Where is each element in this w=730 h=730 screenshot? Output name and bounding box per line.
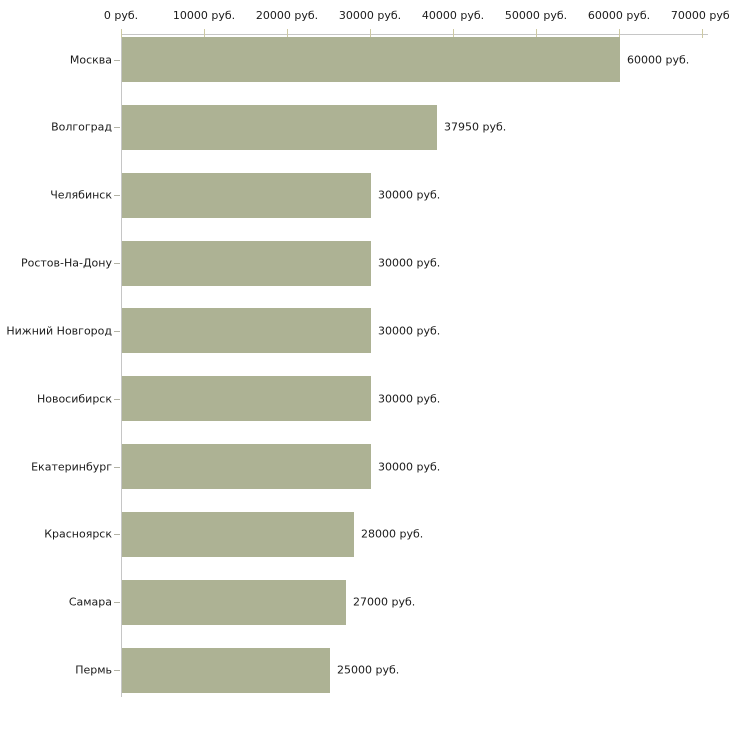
x-axis-tick [370,29,371,38]
x-axis-line [121,34,708,35]
x-axis-tick-label: 40000 руб. [421,9,485,22]
category-label: Пермь [75,663,112,677]
y-axis-tick [114,602,120,603]
bar [122,444,371,489]
x-axis-tick-label: 60000 руб. [587,9,651,22]
x-axis-tick [121,29,122,38]
category-label: Челябинск [50,188,112,202]
value-label: 37950 руб. [444,120,507,134]
category-label: Новосибирск [36,392,112,406]
bar [122,580,346,625]
x-axis-tick-label: 10000 руб. [172,9,236,22]
x-axis-tick-label: 30000 руб. [338,9,402,22]
bar [122,241,371,286]
bar [122,173,371,218]
bar [122,308,371,353]
bar [122,648,330,693]
x-axis-tick [204,29,205,38]
y-axis-tick [114,60,120,61]
y-axis-tick [114,467,120,468]
category-label: Красноярск [44,527,112,541]
y-axis-tick [114,263,120,264]
value-label: 25000 руб. [337,663,400,677]
bar [122,37,620,82]
value-label: 27000 руб. [353,595,416,609]
category-label: Волгоград [51,120,112,134]
y-axis-tick [114,331,120,332]
category-label: Нижний Новгород [6,324,112,338]
y-axis-tick [114,195,120,196]
value-label: 30000 руб. [378,460,441,474]
x-axis-tick [287,29,288,38]
value-label: 30000 руб. [378,256,441,270]
y-axis-tick [114,399,120,400]
x-axis-tick-label: 70000 руб. [670,9,730,22]
x-axis-tick-label: 20000 руб. [255,9,319,22]
category-label: Москва [69,53,112,67]
category-label: Екатеринбург [31,460,112,474]
bar [122,105,437,150]
x-axis-tick [536,29,537,38]
y-axis-tick [114,127,120,128]
x-axis-tick-label: 50000 руб. [504,9,568,22]
bar [122,512,354,557]
x-axis-tick [453,29,454,38]
x-axis-tick [702,29,703,38]
value-label: 30000 руб. [378,392,441,406]
value-label: 30000 руб. [378,188,441,202]
value-label: 28000 руб. [361,527,424,541]
x-axis-tick [619,29,620,38]
value-label: 60000 руб. [627,53,690,67]
bar [122,376,371,421]
y-axis-tick [114,670,120,671]
category-label: Самара [68,595,112,609]
category-label: Ростов-На-Дону [20,256,112,270]
value-label: 30000 руб. [378,324,441,338]
y-axis-tick [114,534,120,535]
x-axis-tick-label: 0 руб. [103,9,139,22]
y-axis-line [121,34,122,697]
